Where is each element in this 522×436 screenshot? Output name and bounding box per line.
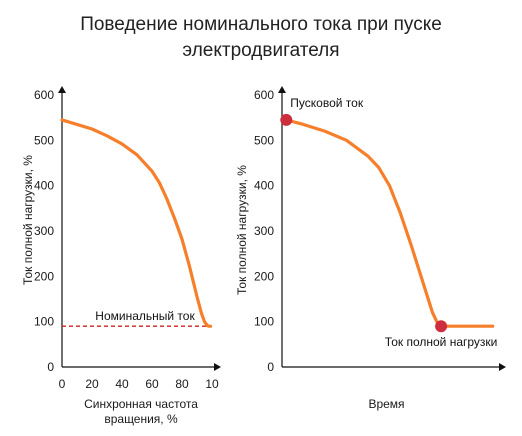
chart-2-y-tick-label: 400 xyxy=(254,179,274,193)
chart-1-y-axis-label: Ток полной нагрузки, % xyxy=(21,155,35,285)
chart-2-y-tick-label: 200 xyxy=(254,269,274,283)
chart-1-series-line xyxy=(60,118,213,328)
chart-2-y-axis-arrow xyxy=(278,86,286,93)
chart-title: Поведение номинального тока при пуске эл… xyxy=(0,12,522,64)
chart-1-y-tick-label: 400 xyxy=(34,179,54,193)
chart-1-x-tick-label: 20 xyxy=(85,377,99,391)
chart-2-point-label: Пусковой ток xyxy=(290,96,364,110)
chart-2-point-label: Ток полной нагрузки xyxy=(385,335,498,349)
chart-title-line-1: Поведение номинального тока при пуске xyxy=(80,14,442,35)
chart-2-y-tick-label: 300 xyxy=(254,224,274,238)
chart-2-y-tick-label: 500 xyxy=(254,133,274,147)
chart-title-line-2: электродвигателя xyxy=(182,40,340,61)
chart-2-series-line xyxy=(284,118,495,328)
chart-1-x-tick-label: 60 xyxy=(145,377,159,391)
chart-1-y-tick-label: 500 xyxy=(34,133,54,147)
chart-1-y-axis-arrow xyxy=(58,86,66,93)
chart-1-x-axis-label: вращения, % xyxy=(104,412,178,426)
chart-2-y-tick-label: 600 xyxy=(254,88,274,102)
chart-2-y-tick-label: 100 xyxy=(254,315,274,329)
chart-1-y-tick-label: 600 xyxy=(34,88,54,102)
chart-1-x-tick-label: 40 xyxy=(115,377,129,391)
chart-1-x-axis-arrow xyxy=(214,363,221,371)
chart-1-x-axis-label: Синхронная частота xyxy=(84,397,198,411)
chart-2-y-axis-label: Ток полной нагрузки, % xyxy=(235,165,249,295)
chart-1-y-tick-label: 0 xyxy=(47,360,54,374)
chart-2-y-tick-label: 0 xyxy=(267,360,274,374)
chart-2-point-marker xyxy=(280,113,293,126)
chart-1-y-tick-label: 100 xyxy=(34,315,54,329)
chart-2-point-marker xyxy=(435,320,448,333)
chart-2-x-axis-label: Время xyxy=(368,397,404,411)
chart-2-x-axis-arrow xyxy=(499,363,506,371)
chart-1-y-tick-label: 200 xyxy=(34,269,54,283)
chart-1-x-tick-label: 80 xyxy=(175,377,189,391)
chart-1-x-tick-label: 10 xyxy=(205,377,219,391)
chart-1-x-tick-label: 0 xyxy=(59,377,66,391)
chart-1-nominal-line-label: Номинальный ток xyxy=(95,309,195,323)
chart-1-y-tick-label: 300 xyxy=(34,224,54,238)
